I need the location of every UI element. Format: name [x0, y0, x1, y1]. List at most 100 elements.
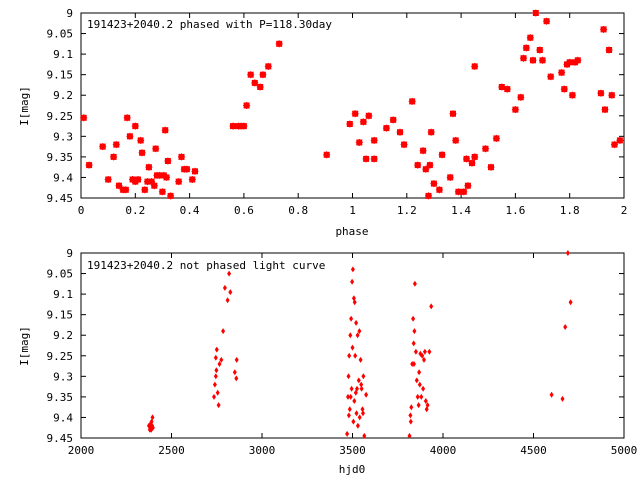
phased-data-point	[449, 109, 457, 118]
phased-y-tick-label: 9	[66, 7, 73, 20]
phased-data-point	[568, 91, 577, 100]
phased-chart-title: 191423+2040.2 phased with P=118.30day	[87, 18, 332, 31]
unphased-data-point	[348, 332, 353, 339]
unphased-y-tick-label: 9.35	[47, 391, 74, 404]
phased-data-point	[134, 175, 142, 184]
phased-data-point	[174, 177, 183, 186]
phased-panel: 191423+2040.2 phased with P=118.30day 0 0…	[18, 7, 627, 238]
phased-y-tick-label: 9.05	[47, 28, 74, 41]
phased-x-tick-label: 0	[78, 204, 85, 217]
unphased-x-tick-label: 5000	[611, 444, 638, 457]
unphased-data-point	[416, 402, 421, 409]
unphased-data-point	[212, 381, 217, 388]
unphased-data-point	[565, 250, 570, 256]
phased-data-point	[256, 83, 265, 91]
unphased-data-point	[214, 346, 219, 353]
phased-x-tick-label: 0.4	[180, 204, 200, 217]
phased-data-point	[546, 72, 555, 81]
phased-data-point	[557, 68, 566, 77]
unphased-data-point	[417, 381, 422, 388]
unphased-data-point	[357, 414, 362, 421]
phased-data-point	[258, 70, 267, 79]
unphased-data-point	[409, 404, 414, 411]
unphased-y-axis-label: I[mag]	[18, 326, 31, 366]
unphased-data-point	[411, 340, 416, 347]
phased-y-axis-label: I[mag]	[18, 86, 31, 126]
unphased-x-tick-label: 2500	[158, 444, 185, 457]
unphased-x-tick-label: 2000	[68, 444, 95, 457]
unphased-data-point	[414, 377, 419, 384]
phased-data-point	[605, 46, 614, 54]
phased-data-point	[79, 113, 88, 122]
phased-x-tick-label: 0.6	[234, 204, 254, 217]
phased-data-point	[535, 46, 544, 54]
phased-data-point	[158, 187, 167, 196]
phased-data-point	[177, 152, 186, 161]
phased-data-point	[462, 154, 471, 163]
phased-data-point	[151, 144, 160, 153]
phased-data-point	[98, 142, 107, 151]
phased-data-point	[519, 54, 528, 63]
phased-data-point	[429, 179, 438, 188]
phased-data-point	[131, 122, 140, 131]
phased-ticks: 0 0.2 0.4 0.6 0.8 1 1.2 1.4 1.6 1.8 2 9 9.05 9.1 9.15 9…	[47, 7, 628, 217]
phased-data-point	[511, 105, 520, 114]
unphased-data-point	[361, 373, 366, 380]
unphased-data-point	[421, 385, 426, 392]
phased-data-point	[345, 120, 354, 128]
phased-data-point	[435, 185, 444, 194]
phased-data-point	[322, 150, 331, 159]
phased-data-point	[370, 136, 379, 145]
unphased-data-point	[213, 373, 218, 380]
phased-data-point	[182, 165, 191, 174]
phased-data-point	[400, 140, 409, 149]
phased-x-tick-label: 0.8	[288, 204, 308, 217]
unphased-data-point	[415, 393, 420, 400]
phased-data-point	[446, 173, 455, 182]
phased-data-point	[526, 33, 535, 42]
phased-x-tick-label: 1.6	[505, 204, 525, 217]
phased-data-point	[389, 115, 398, 124]
phased-y-tick-label: 9.1	[53, 48, 73, 61]
phased-data-point	[362, 154, 371, 163]
unphased-data-point	[232, 369, 237, 376]
phased-data-point	[359, 117, 368, 126]
phased-data-point	[529, 56, 537, 65]
phased-data-point	[573, 56, 582, 65]
unphased-y-tick-label: 9.15	[47, 309, 74, 322]
phased-y-tick-label: 9.35	[47, 151, 74, 164]
unphased-data-point	[214, 367, 219, 374]
phased-data-point	[492, 134, 501, 143]
unphased-x-axis-label: hjd0	[339, 463, 366, 476]
phased-data-point	[163, 157, 172, 165]
phased-plot-frame	[80, 12, 625, 199]
unphased-data-point	[413, 348, 418, 355]
unphased-data-point	[345, 430, 350, 437]
unphased-y-tick-label: 9.3	[53, 370, 73, 383]
unphased-data-point	[347, 406, 352, 413]
phased-x-axis-label: phase	[335, 225, 368, 238]
unphased-data-point	[351, 418, 356, 425]
phased-data-point	[239, 122, 248, 131]
unphased-data-point	[563, 324, 568, 330]
phased-data-point	[468, 159, 476, 168]
unphased-data-point	[358, 356, 363, 363]
unphased-data-point	[355, 422, 360, 429]
unphased-data-points	[146, 250, 573, 439]
unphased-data-point	[412, 328, 417, 335]
phased-data-point	[438, 150, 447, 159]
unphased-data-point	[353, 352, 358, 359]
phased-data-point	[242, 101, 251, 110]
phased-data-point	[463, 181, 472, 190]
phased-data-point	[542, 17, 551, 26]
unphased-data-point	[352, 398, 357, 404]
unphased-x-tick-label: 4500	[520, 444, 547, 457]
phased-data-point	[413, 161, 422, 170]
phased-data-point	[112, 140, 121, 149]
unphased-data-point	[234, 375, 239, 382]
phased-data-point	[351, 109, 360, 118]
unphased-data-point	[568, 299, 573, 306]
unphased-y-tick-label: 9.05	[47, 268, 74, 281]
